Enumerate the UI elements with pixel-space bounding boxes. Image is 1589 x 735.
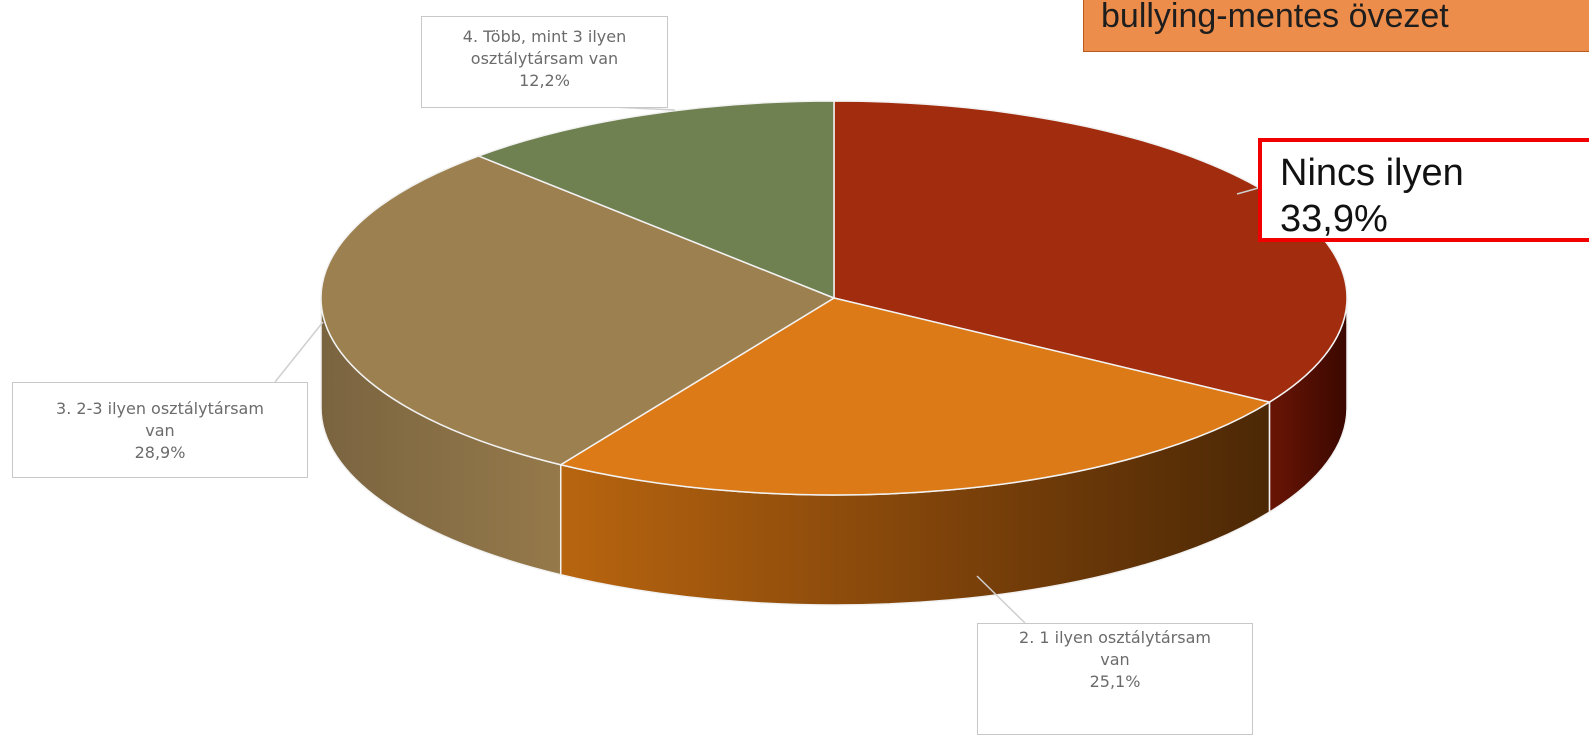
highlight-value: 33,9% [1280, 198, 1388, 240]
label-value: 28,9% [134, 443, 186, 462]
label-line: 3. 2-3 ilyen osztálytársam [56, 399, 264, 418]
leader-line-one-classmate [976, 575, 1026, 624]
label-line: osztálytársam van [470, 49, 619, 68]
slice-more-than-three [477, 100, 835, 299]
highlight-name: Nincs ilyen [1280, 152, 1464, 194]
data-label-two-three-classmates: 3. 2-3 ilyen osztálytársam van 28,9% [12, 382, 308, 478]
data-label-more-than-three: 4. Több, mint 3 ilyen osztálytársam van … [421, 16, 668, 108]
data-label-one-classmate: 2. 1 ilyen osztálytársam van 25,1% [977, 623, 1253, 735]
leader-line-none [1236, 186, 1263, 195]
label-line: van [1100, 650, 1130, 669]
slice-two-three-classmates [320, 155, 835, 466]
title-banner: bullying-mentes övezet [1083, 0, 1589, 52]
label-line: van [145, 421, 175, 440]
label-value: 25,1% [1089, 672, 1141, 691]
leader-line-two-three-classmates [274, 321, 324, 383]
label-value: 12,2% [519, 71, 570, 90]
label-line: 2. 1 ilyen osztálytársam [1019, 628, 1211, 647]
label-line: 4. Több, mint 3 ilyen [462, 27, 627, 46]
slice-one-classmate [559, 297, 1271, 496]
highlight-label-none: Nincs ilyen 33,9% [1258, 138, 1589, 242]
